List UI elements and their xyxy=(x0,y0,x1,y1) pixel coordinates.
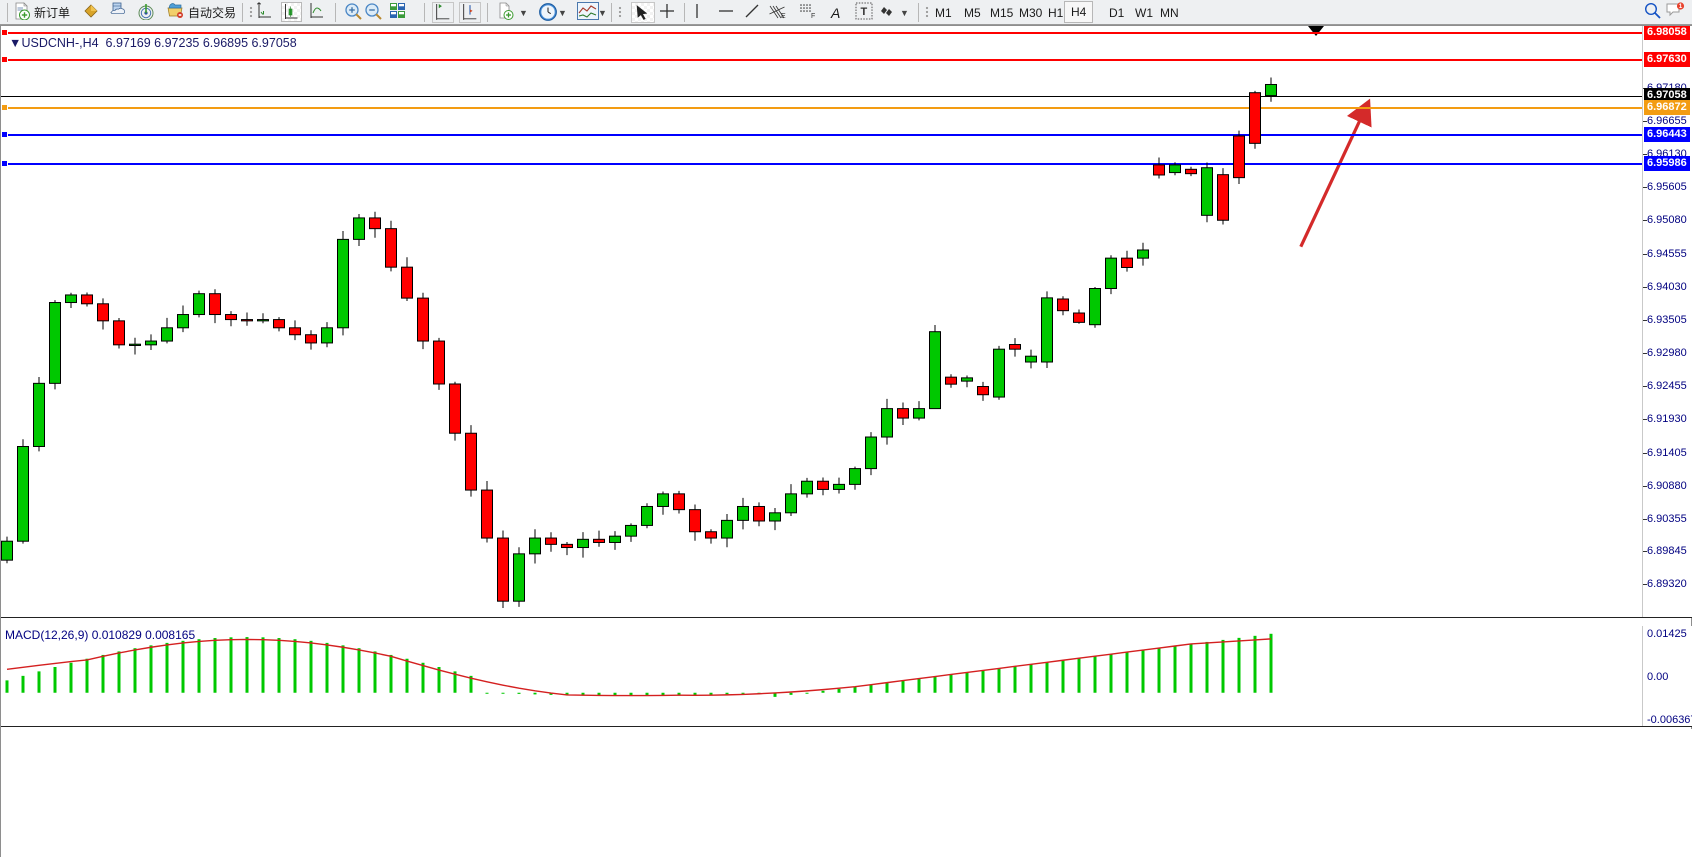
svg-text:T: T xyxy=(861,6,868,18)
svg-text:F: F xyxy=(811,13,815,20)
svg-text:E: E xyxy=(781,13,786,20)
svg-text:1: 1 xyxy=(1679,3,1683,10)
